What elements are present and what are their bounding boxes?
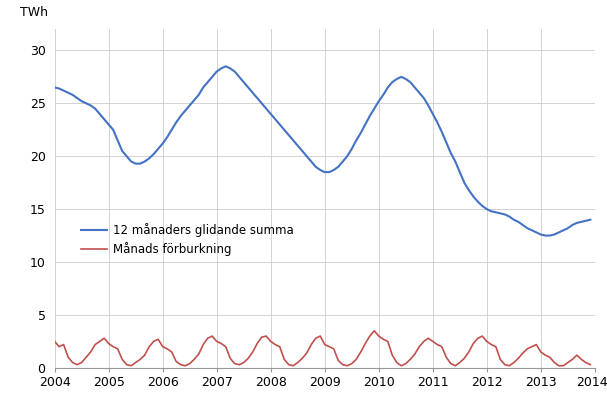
Line: 12 månaders glidande summa: 12 månaders glidande summa (55, 66, 591, 236)
Månads förburkning (51, 339, 58, 344)
12 månaders glidande summa (51, 85, 58, 90)
12 månaders glidande summa (587, 217, 594, 222)
Månads förburkning (429, 339, 436, 344)
12 månaders glidande summa (163, 135, 171, 140)
Månads förburkning (578, 357, 585, 362)
Månads förburkning (587, 362, 594, 367)
Månads förburkning (127, 363, 135, 368)
Månads förburkning (483, 339, 490, 344)
12 månaders glidande summa (353, 138, 360, 143)
12 månaders glidande summa (479, 204, 486, 209)
Månads förburkning (200, 342, 207, 347)
Legend: 12 månaders glidande summa, Månads förburkning: 12 månaders glidande summa, Månads förbu… (76, 218, 299, 260)
12 månaders glidande summa (541, 233, 549, 238)
Månads förburkning (168, 349, 175, 354)
Månads förburkning (353, 357, 360, 362)
Line: Månads förburkning: Månads förburkning (55, 331, 591, 366)
12 månaders glidande summa (195, 92, 202, 97)
Månads förburkning (371, 328, 378, 333)
12 månaders glidande summa (425, 103, 432, 108)
Text: TWh: TWh (19, 6, 47, 19)
12 månaders glidande summa (578, 219, 585, 224)
12 månaders glidande summa (222, 64, 229, 69)
